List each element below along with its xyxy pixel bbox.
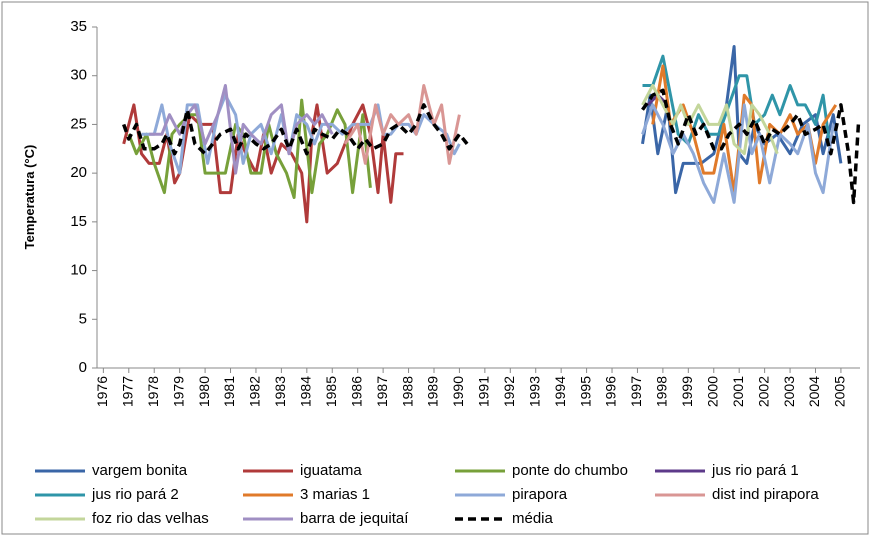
x-tick-label: 1993 — [526, 376, 542, 407]
x-tick-label: 1990 — [450, 376, 466, 407]
x-tick-label: 2000 — [704, 376, 720, 407]
x-tick-label: 2005 — [832, 376, 848, 407]
x-tick-label: 1997 — [628, 376, 644, 407]
x-tick-label: 1981 — [221, 376, 237, 407]
x-tick-label: 1984 — [298, 376, 314, 407]
series-line — [343, 84, 461, 165]
legend-label: foz rio das velhas — [92, 510, 209, 527]
x-tick-label: 1983 — [272, 376, 288, 407]
y-tick-label: 5 — [79, 310, 87, 327]
x-tick-label: 1991 — [476, 376, 492, 407]
x-tick-label: 2002 — [755, 376, 771, 407]
legend-label: jus rio pará 2 — [91, 486, 179, 503]
y-tick-label: 15 — [70, 213, 87, 230]
y-tick-label: 10 — [70, 262, 87, 279]
y-tick-label: 25 — [70, 115, 87, 132]
x-tick-label: 1999 — [679, 376, 695, 407]
x-tick-label: 1996 — [603, 376, 619, 407]
legend-label: dist ind pirapora — [712, 486, 819, 503]
x-tick-label: 1994 — [552, 376, 568, 407]
legend-label: vargem bonita — [92, 462, 188, 479]
x-tick-label: 1979 — [170, 376, 186, 407]
x-tick-label: 1998 — [654, 376, 670, 407]
legend-label: barra de jequitaí — [300, 510, 409, 527]
x-tick-label: 1980 — [196, 376, 212, 407]
series-line — [122, 103, 404, 224]
y-tick-label: 20 — [70, 164, 87, 181]
x-tick-label: 1995 — [577, 376, 593, 407]
legend-label: jus rio pará 1 — [711, 462, 799, 479]
y-tick-label: 35 — [70, 18, 87, 35]
series-line — [127, 98, 372, 199]
legend-label: pirapora — [512, 486, 568, 503]
x-tick-label: 1988 — [399, 376, 415, 407]
x-tick-label: 2004 — [806, 376, 822, 407]
x-tick-label: 1985 — [323, 376, 339, 407]
series-line — [122, 88, 861, 205]
x-tick-label: 1978 — [145, 376, 161, 407]
x-tick-label: 1982 — [247, 376, 263, 407]
x-tick-label: 2001 — [730, 376, 746, 407]
y-axis-title: Temperatura (°C) — [22, 145, 37, 250]
series-line — [642, 54, 833, 154]
legend-label: ponte do chumbo — [512, 462, 628, 479]
y-tick-label: 30 — [70, 67, 87, 84]
x-tick-label: 1976 — [94, 376, 110, 407]
legend-label: 3 marias 1 — [300, 486, 370, 503]
x-tick-label: 1977 — [119, 376, 135, 407]
x-tick-label: 1989 — [425, 376, 441, 407]
x-tick-label: 1992 — [501, 376, 517, 407]
x-tick-label: 1987 — [374, 376, 390, 407]
legend-label: média — [512, 510, 554, 527]
x-tick-label: 2003 — [781, 376, 797, 407]
y-tick-label: 0 — [79, 359, 87, 376]
x-tick-label: 1986 — [348, 376, 364, 407]
legend-label: iguatama — [300, 462, 362, 479]
